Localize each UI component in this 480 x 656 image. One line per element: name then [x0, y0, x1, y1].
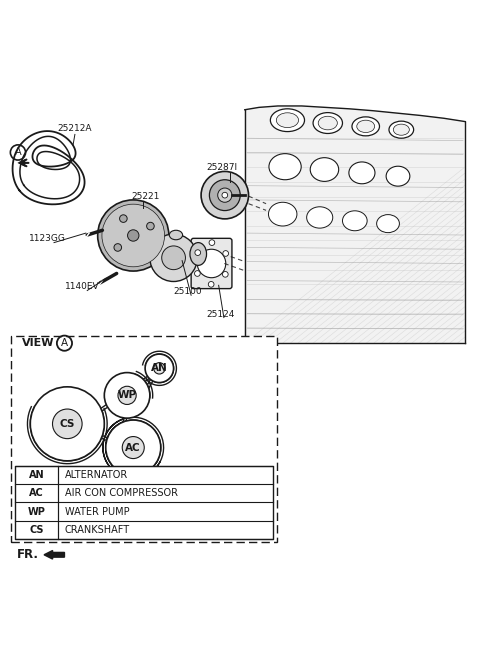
- Text: CS: CS: [60, 419, 75, 429]
- Text: 1140EV: 1140EV: [64, 282, 99, 291]
- Bar: [14, 466, 273, 539]
- Circle shape: [128, 230, 139, 241]
- Text: FR.: FR.: [17, 548, 39, 562]
- Ellipse shape: [386, 166, 410, 186]
- Ellipse shape: [313, 113, 342, 133]
- Circle shape: [102, 204, 165, 267]
- Text: 25212A: 25212A: [57, 125, 92, 133]
- Circle shape: [120, 215, 127, 222]
- Circle shape: [154, 363, 165, 374]
- Circle shape: [114, 243, 121, 251]
- Ellipse shape: [389, 121, 414, 138]
- Ellipse shape: [393, 124, 409, 135]
- Text: A: A: [61, 338, 68, 348]
- Circle shape: [30, 387, 104, 461]
- Circle shape: [208, 281, 214, 287]
- Circle shape: [222, 192, 228, 198]
- Ellipse shape: [310, 157, 339, 182]
- Circle shape: [197, 249, 226, 277]
- Ellipse shape: [169, 230, 182, 239]
- Ellipse shape: [318, 116, 337, 130]
- Circle shape: [122, 436, 144, 459]
- Ellipse shape: [342, 211, 367, 231]
- FancyArrow shape: [44, 550, 64, 559]
- Text: AN: AN: [151, 363, 168, 373]
- Ellipse shape: [269, 154, 301, 180]
- Circle shape: [146, 222, 154, 230]
- Circle shape: [209, 239, 215, 245]
- Text: AC: AC: [29, 488, 44, 498]
- Circle shape: [195, 250, 201, 255]
- Circle shape: [162, 246, 185, 270]
- Text: 25221: 25221: [131, 192, 159, 201]
- Text: 1123GG: 1123GG: [29, 234, 66, 243]
- Circle shape: [209, 180, 240, 211]
- FancyBboxPatch shape: [191, 238, 232, 289]
- Ellipse shape: [352, 117, 380, 136]
- Ellipse shape: [377, 215, 399, 233]
- Text: CRANKSHAFT: CRANKSHAFT: [65, 525, 130, 535]
- Text: 25287I: 25287I: [207, 163, 238, 173]
- Ellipse shape: [357, 120, 375, 133]
- Ellipse shape: [307, 207, 333, 228]
- Circle shape: [106, 420, 161, 475]
- Text: WP: WP: [118, 390, 137, 400]
- Text: 25100: 25100: [174, 287, 202, 297]
- Polygon shape: [245, 106, 466, 343]
- Text: CS: CS: [29, 525, 44, 535]
- Text: ALTERNATOR: ALTERNATOR: [65, 470, 128, 480]
- Ellipse shape: [190, 243, 206, 266]
- Circle shape: [222, 272, 228, 277]
- Circle shape: [201, 171, 249, 219]
- Text: WATER PUMP: WATER PUMP: [65, 506, 130, 516]
- Bar: [12, 336, 277, 543]
- Circle shape: [104, 373, 150, 418]
- Ellipse shape: [349, 162, 375, 184]
- Text: WP: WP: [27, 506, 46, 516]
- Text: AN: AN: [29, 470, 44, 480]
- Circle shape: [218, 188, 232, 202]
- Bar: [242, 105, 468, 344]
- Ellipse shape: [270, 109, 304, 132]
- Circle shape: [223, 251, 228, 256]
- Text: AC: AC: [125, 443, 141, 453]
- Text: 25124: 25124: [207, 310, 235, 319]
- Text: A: A: [15, 148, 21, 157]
- Ellipse shape: [276, 113, 299, 128]
- Circle shape: [118, 386, 136, 405]
- Ellipse shape: [268, 202, 297, 226]
- Text: VIEW: VIEW: [22, 338, 54, 348]
- Circle shape: [150, 234, 197, 281]
- Circle shape: [145, 354, 174, 382]
- Circle shape: [97, 200, 169, 271]
- Text: AIR CON COMPRESSOR: AIR CON COMPRESSOR: [65, 488, 178, 498]
- Circle shape: [194, 271, 200, 276]
- Circle shape: [52, 409, 82, 439]
